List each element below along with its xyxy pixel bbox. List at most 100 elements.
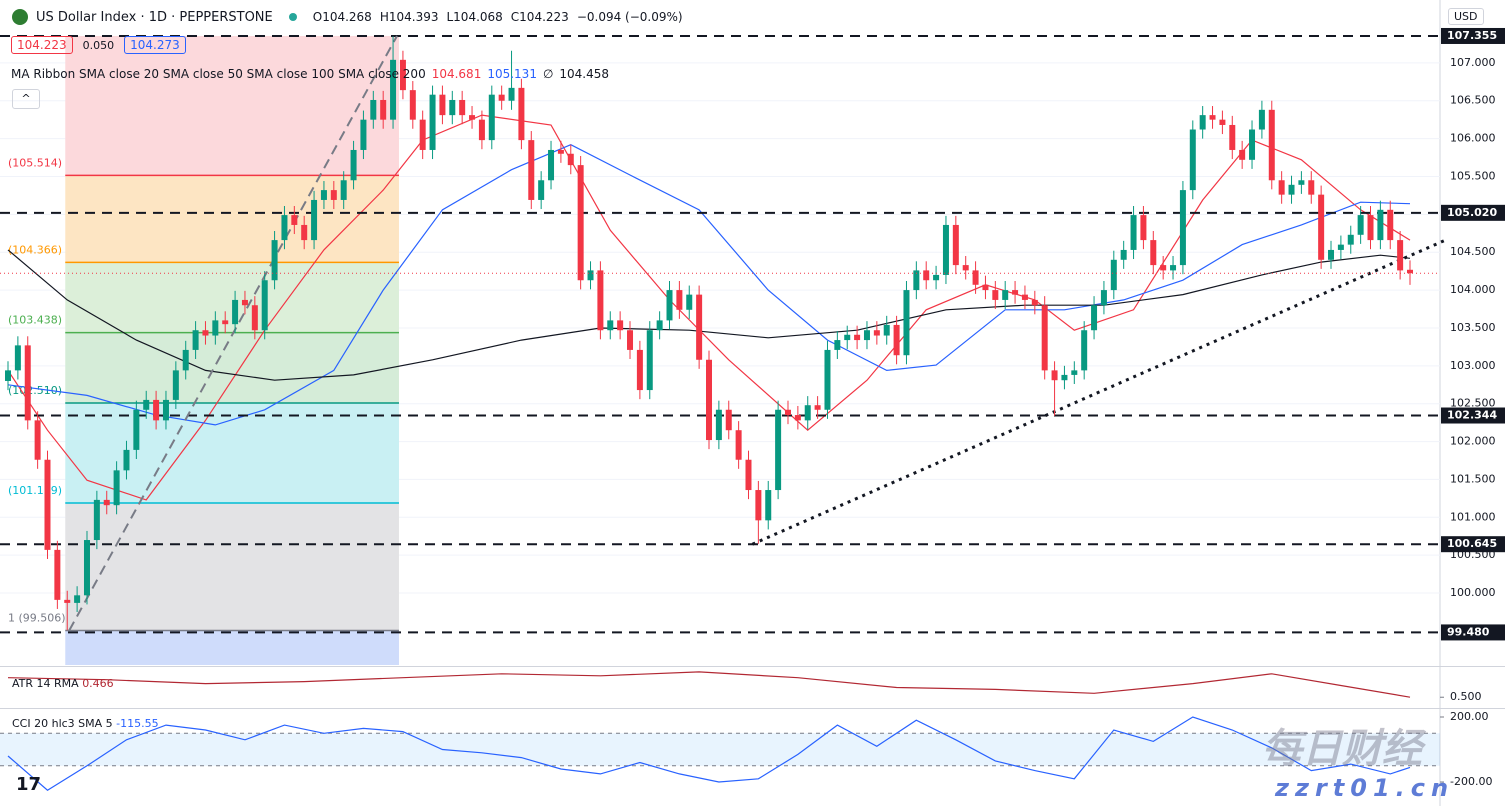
- y-tick-label: 101.500: [1450, 472, 1496, 485]
- candle-body: [429, 94, 436, 150]
- ma-value: 105.131: [487, 67, 537, 81]
- cci-value: -115.55: [116, 717, 159, 730]
- fib-zone: [65, 35, 399, 176]
- candle-body: [1337, 244, 1344, 250]
- candle-body: [459, 99, 466, 116]
- candle-body: [597, 270, 604, 331]
- candle-body: [64, 599, 71, 603]
- candle-body: [360, 119, 367, 150]
- fib-zone: [65, 630, 399, 665]
- candle-body: [1407, 269, 1413, 274]
- candle-body: [192, 330, 199, 350]
- candle-body: [390, 59, 397, 120]
- candle-body: [913, 270, 920, 291]
- candle-body: [893, 324, 900, 356]
- candle-body: [1298, 180, 1305, 185]
- ma-value: 104.458: [559, 67, 610, 81]
- y-tick-label: 0.500: [1450, 690, 1482, 703]
- tv-logo[interactable]: 17: [16, 774, 42, 795]
- level-label: 102.344: [1447, 409, 1497, 422]
- fib-label: 1 (99.506): [8, 611, 66, 624]
- candle-body: [804, 405, 811, 421]
- y-tick-label: 102.000: [1450, 435, 1496, 448]
- fib-label: (104.366): [8, 243, 62, 256]
- candle-body: [1100, 290, 1107, 306]
- cci-legend: CCI 20 hlc3 SMA 5 -115.55: [12, 717, 159, 730]
- candle-body: [1081, 330, 1088, 371]
- candle-body: [478, 119, 485, 141]
- candle-body: [202, 330, 209, 336]
- candle-body: [982, 284, 989, 291]
- candle-body: [498, 94, 505, 101]
- candle-body: [656, 320, 663, 331]
- candle-body: [1318, 194, 1325, 260]
- candle-body: [271, 240, 278, 281]
- candle-body: [1249, 129, 1256, 160]
- candle-body: [745, 459, 752, 491]
- ohlc: O104.268: [312, 10, 372, 24]
- candle-body: [1229, 124, 1236, 150]
- candle-body: [1189, 129, 1196, 191]
- candle-body: [251, 305, 258, 331]
- candle-body: [972, 270, 979, 285]
- candle-body: [103, 499, 110, 506]
- atr-legend: ATR 14 RMA 0.466: [12, 677, 114, 690]
- candle-body: [863, 330, 870, 341]
- candle-body: [1179, 190, 1186, 266]
- candle-body: [676, 290, 683, 310]
- moving-average: [7, 249, 1411, 381]
- candle-body: [765, 490, 772, 521]
- candle-body: [903, 290, 910, 356]
- y-tick-label: -200.00: [1450, 775, 1492, 788]
- candle-body: [538, 180, 545, 200]
- candle-body: [1308, 180, 1315, 195]
- ask[interactable]: 104.273: [124, 36, 186, 54]
- atr-value: 0.466: [82, 677, 114, 690]
- currency[interactable]: USD: [1448, 8, 1484, 25]
- candle-body: [330, 190, 337, 200]
- candle-body: [1021, 294, 1028, 300]
- candle-body: [172, 370, 179, 400]
- candle-body: [449, 99, 456, 116]
- candle-body: [113, 470, 120, 506]
- candle-body: [1268, 109, 1275, 181]
- candle-body: [1140, 215, 1147, 241]
- atr-line: [7, 671, 1411, 698]
- candle-body: [854, 334, 861, 341]
- y-tick-label: 106.000: [1450, 132, 1496, 145]
- status-dot: [288, 13, 297, 21]
- bid[interactable]: 104.223: [11, 36, 73, 54]
- trendline: [751, 238, 1447, 546]
- candle-body: [133, 409, 140, 450]
- fib-label: (105.514): [8, 156, 62, 169]
- candle-body: [1130, 215, 1137, 250]
- fib-label: (103.438): [8, 314, 62, 327]
- y-tick-label: 103.500: [1450, 321, 1496, 334]
- candle-body: [1347, 234, 1354, 245]
- candle-body: [735, 430, 742, 460]
- candle-body: [419, 119, 426, 150]
- candle-body: [301, 224, 308, 241]
- y-tick-label: 101.000: [1450, 510, 1496, 523]
- candle-body: [162, 399, 169, 421]
- candle-body: [123, 449, 130, 471]
- ma-value: 104.681: [431, 67, 482, 81]
- atr-label: ATR 14 RMA: [12, 677, 79, 690]
- y-tick-label: 102.500: [1450, 397, 1496, 410]
- candle-body: [1051, 370, 1058, 381]
- candle-body: [933, 274, 940, 281]
- symbol[interactable]: US Dollar Index · 1D · PEPPERSTONE: [36, 9, 273, 25]
- candle-body: [1091, 305, 1098, 331]
- candle-body: [725, 409, 732, 431]
- candle-body: [587, 270, 594, 281]
- candle-body: [1110, 259, 1117, 291]
- candle-body: [1367, 215, 1374, 241]
- collapse-button[interactable]: ^: [12, 89, 40, 109]
- ohlc: H104.393: [379, 10, 439, 24]
- cci-line: [7, 716, 1411, 791]
- candle-body: [814, 405, 821, 410]
- candle-body: [14, 345, 21, 371]
- fib-zone: [65, 175, 399, 263]
- candle-body: [380, 99, 387, 120]
